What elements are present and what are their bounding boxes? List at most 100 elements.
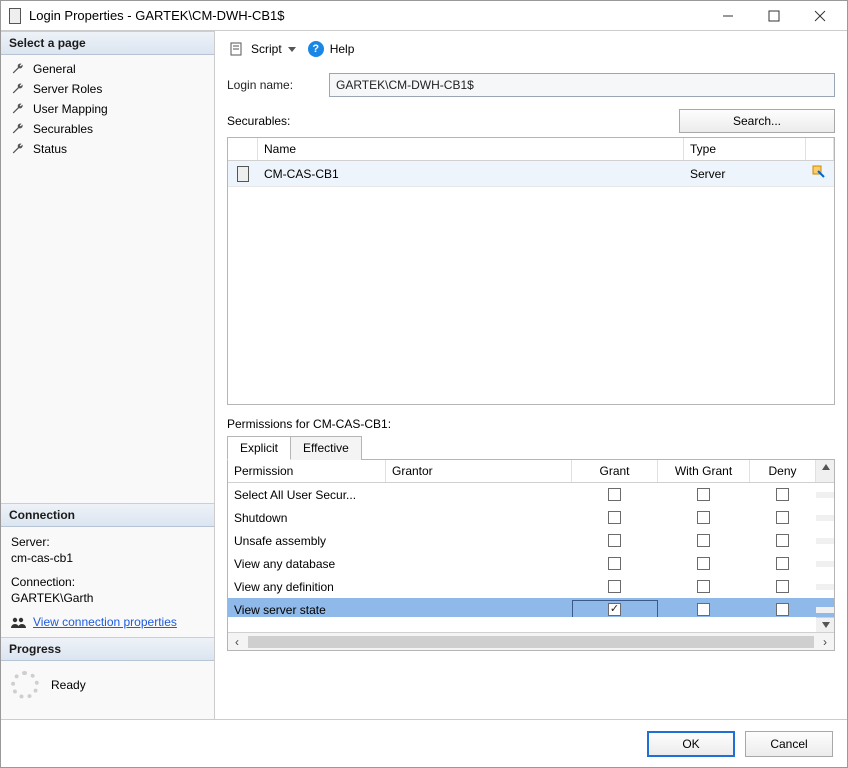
permissions-grid: Permission Grantor Grant With Grant Deny… [227,459,835,651]
sidebar-item-label: User Mapping [33,102,108,116]
permission-grantor [386,538,572,544]
dialog-footer: OK Cancel [1,719,847,767]
col-name[interactable]: Name [258,138,684,160]
permission-deny-cell[interactable] [750,554,816,573]
scroll-track[interactable] [248,636,814,648]
permission-withgrant-cell[interactable] [658,554,750,573]
horizontal-scrollbar[interactable]: ‹ › [228,632,834,650]
checkbox[interactable] [697,603,710,616]
progress-spinner-icon [11,671,39,699]
sidebar-item-securables[interactable]: Securables [1,119,214,139]
permission-row[interactable]: View server state [228,598,834,617]
toolbar: Script ? Help [227,39,835,67]
permission-deny-cell[interactable] [750,600,816,617]
checkbox[interactable] [776,511,789,524]
securable-row[interactable]: CM-CAS-CB1Server [228,161,834,187]
permission-withgrant-cell[interactable] [658,508,750,527]
permission-deny-cell[interactable] [750,508,816,527]
checkbox[interactable] [608,534,621,547]
edit-icon[interactable] [812,165,826,179]
checkbox[interactable] [697,488,710,501]
checkbox[interactable] [697,511,710,524]
permission-deny-cell[interactable] [750,485,816,504]
permission-row[interactable]: View any definition [228,575,834,598]
sidebar-item-general[interactable]: General [1,59,214,79]
sidebar-item-user-mapping[interactable]: User Mapping [1,99,214,119]
ok-button[interactable]: OK [647,731,735,757]
server-icon [237,166,249,182]
securables-header: Name Type [228,138,834,161]
permission-grant-cell[interactable] [572,600,658,617]
permission-deny-cell[interactable] [750,577,816,596]
close-button[interactable] [797,2,843,30]
col-permission[interactable]: Permission [228,460,386,482]
login-name-input[interactable]: GARTEK\CM-DWH-CB1$ [329,73,835,97]
col-deny[interactable]: Deny [750,460,816,482]
progress-header: Progress [1,637,214,661]
permission-deny-cell[interactable] [750,531,816,550]
checkbox[interactable] [697,534,710,547]
tab-explicit[interactable]: Explicit [227,436,291,460]
cancel-button[interactable]: Cancel [745,731,833,757]
checkbox[interactable] [776,534,789,547]
permission-grant-cell[interactable] [572,577,658,596]
progress-section: Progress Ready [1,637,214,719]
permission-withgrant-cell[interactable] [658,531,750,550]
sidebar-item-label: Status [33,142,67,156]
permission-withgrant-cell[interactable] [658,600,750,617]
securables-grid: Name Type CM-CAS-CB1Server [227,137,835,405]
scroll-right-button[interactable]: › [816,635,834,649]
permission-withgrant-cell[interactable] [658,485,750,504]
sidebar-item-label: Securables [33,122,93,136]
tab-effective[interactable]: Effective [290,436,362,460]
checkbox[interactable] [776,580,789,593]
securables-label: Securables: [227,114,290,128]
permission-row[interactable]: Unsafe assembly [228,529,834,552]
minimize-button[interactable] [705,2,751,30]
script-button[interactable]: Script [229,41,296,57]
scroll-left-button[interactable]: ‹ [228,635,246,649]
checkbox[interactable] [608,580,621,593]
permissions-tabs: Explicit Effective [227,435,835,459]
permission-grant-cell[interactable] [572,531,658,550]
help-button[interactable]: ? Help [308,41,355,57]
permission-grant-cell[interactable] [572,554,658,573]
col-grant[interactable]: Grant [572,460,658,482]
checkbox[interactable] [608,511,621,524]
maximize-button[interactable] [751,2,797,30]
checkbox[interactable] [608,557,621,570]
checkbox[interactable] [608,603,621,616]
main-panel: Script ? Help Login name: GARTEK\CM-DWH-… [215,31,847,719]
checkbox[interactable] [697,580,710,593]
checkbox[interactable] [608,488,621,501]
checkbox[interactable] [776,603,789,616]
script-icon [229,41,245,57]
col-type[interactable]: Type [684,138,806,160]
server-label: Server: [11,535,204,549]
sidebar-item-status[interactable]: Status [1,139,214,159]
view-connection-link[interactable]: View connection properties [33,615,177,629]
permission-row[interactable]: Shutdown [228,506,834,529]
checkbox[interactable] [697,557,710,570]
scroll-up-button[interactable] [816,460,834,482]
wrench-icon [11,62,25,76]
permission-grantor [386,584,572,590]
permission-row[interactable]: View any database [228,552,834,575]
col-with-grant[interactable]: With Grant [658,460,750,482]
permission-grantor [386,515,572,521]
permission-grant-cell[interactable] [572,485,658,504]
permission-grant-cell[interactable] [572,508,658,527]
search-button[interactable]: Search... [679,109,835,133]
checkbox[interactable] [776,488,789,501]
col-grantor[interactable]: Grantor [386,460,572,482]
permission-name: Select All User Secur... [228,485,386,505]
sidebar-item-server-roles[interactable]: Server Roles [1,79,214,99]
connection-header: Connection [1,503,214,527]
window: Login Properties - GARTEK\CM-DWH-CB1$ Se… [0,0,848,768]
permission-row[interactable]: Select All User Secur... [228,483,834,506]
permission-withgrant-cell[interactable] [658,577,750,596]
scroll-down-button[interactable] [816,617,834,632]
permission-name: View any definition [228,577,386,597]
checkbox[interactable] [776,557,789,570]
sidebar-item-label: Server Roles [33,82,102,96]
